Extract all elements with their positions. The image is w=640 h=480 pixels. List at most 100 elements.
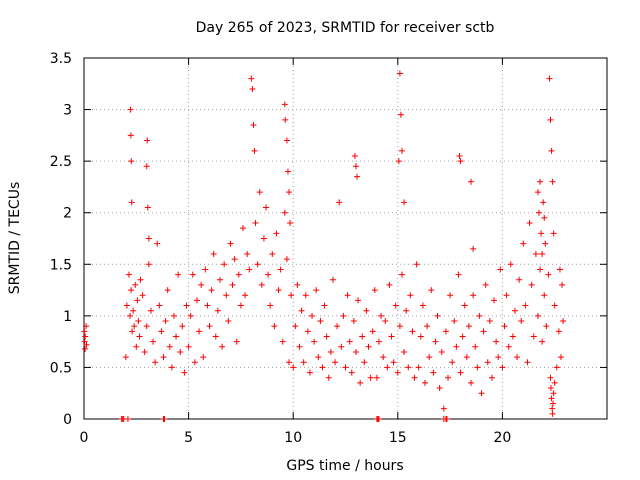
data-point bbox=[292, 323, 299, 330]
x-tick-label: 0 bbox=[80, 430, 89, 446]
data-point bbox=[290, 364, 297, 371]
data-point bbox=[128, 199, 135, 206]
data-point bbox=[189, 271, 196, 278]
data-point bbox=[235, 271, 242, 278]
chart-title: Day 265 of 2023, SRMTID for receiver sct… bbox=[196, 20, 495, 36]
data-point bbox=[470, 292, 477, 299]
data-point bbox=[139, 292, 146, 299]
data-point bbox=[539, 338, 546, 345]
data-point bbox=[482, 281, 489, 288]
data-point bbox=[134, 297, 141, 304]
data-point bbox=[378, 312, 385, 319]
data-point bbox=[135, 318, 142, 325]
data-point bbox=[549, 405, 556, 412]
data-point bbox=[463, 354, 470, 361]
data-point bbox=[219, 343, 226, 350]
y-tick-label: 3 bbox=[63, 103, 72, 119]
data-point bbox=[321, 302, 328, 309]
y-tick-label: 2.5 bbox=[50, 154, 72, 170]
data-point bbox=[82, 345, 89, 352]
data-point bbox=[242, 292, 249, 299]
data-point bbox=[447, 292, 454, 299]
data-point bbox=[263, 204, 270, 211]
data-point bbox=[555, 328, 562, 335]
data-point bbox=[428, 287, 435, 294]
data-point bbox=[499, 364, 506, 371]
data-point bbox=[505, 343, 512, 350]
y-tick-label: 0 bbox=[63, 412, 72, 428]
data-point bbox=[160, 354, 167, 361]
data-point bbox=[154, 240, 161, 247]
data-point bbox=[397, 111, 404, 118]
data-point bbox=[251, 147, 258, 154]
data-point bbox=[129, 328, 136, 335]
data-point bbox=[495, 354, 502, 361]
data-point bbox=[198, 281, 205, 288]
data-point bbox=[237, 302, 244, 309]
data-point bbox=[179, 323, 186, 330]
data-point bbox=[311, 338, 318, 345]
data-point bbox=[338, 343, 345, 350]
data-point bbox=[325, 374, 332, 381]
data-point bbox=[136, 333, 143, 340]
y-tick-label: 3.5 bbox=[50, 51, 72, 67]
data-point bbox=[476, 312, 483, 319]
data-point bbox=[445, 374, 452, 381]
data-point bbox=[156, 302, 163, 309]
data-point bbox=[524, 359, 531, 366]
data-point bbox=[281, 101, 288, 108]
data-point bbox=[260, 235, 267, 242]
data-point bbox=[248, 75, 255, 82]
data-point bbox=[432, 338, 439, 345]
x-tick-label: 15 bbox=[389, 430, 407, 446]
data-point bbox=[456, 152, 463, 159]
data-point bbox=[451, 318, 458, 325]
data-point bbox=[392, 302, 399, 309]
data-point bbox=[223, 292, 230, 299]
plot-frame bbox=[83, 57, 608, 420]
data-point bbox=[193, 297, 200, 304]
data-point bbox=[143, 163, 150, 170]
data-point bbox=[145, 261, 152, 268]
data-point bbox=[488, 374, 495, 381]
data-point bbox=[468, 379, 475, 386]
data-point bbox=[543, 323, 550, 330]
data-point bbox=[472, 343, 479, 350]
data-point bbox=[551, 302, 558, 309]
data-point bbox=[227, 240, 234, 247]
data-point bbox=[187, 312, 194, 319]
data-point bbox=[175, 271, 182, 278]
data-point bbox=[557, 354, 564, 361]
grid-layer bbox=[84, 58, 607, 419]
data-point bbox=[560, 318, 567, 325]
data-point bbox=[509, 333, 516, 340]
data-point bbox=[550, 230, 557, 237]
data-point bbox=[283, 256, 290, 263]
data-point bbox=[279, 338, 286, 345]
data-point bbox=[152, 359, 159, 366]
data-point bbox=[465, 323, 472, 330]
data-point bbox=[361, 359, 368, 366]
data-point bbox=[269, 250, 276, 257]
data-point bbox=[413, 261, 420, 268]
data-point bbox=[434, 312, 441, 319]
data-point bbox=[390, 359, 397, 366]
data-point bbox=[522, 302, 529, 309]
data-point bbox=[137, 276, 144, 283]
data-point bbox=[128, 287, 135, 294]
data-point bbox=[520, 240, 527, 247]
data-point bbox=[81, 338, 88, 345]
data-point bbox=[271, 323, 278, 330]
data-point bbox=[545, 271, 552, 278]
data-point bbox=[484, 359, 491, 366]
data-point bbox=[478, 390, 485, 397]
data-point bbox=[161, 416, 168, 422]
data-point bbox=[470, 245, 477, 252]
data-point bbox=[350, 318, 357, 325]
data-point bbox=[168, 364, 175, 371]
data-point bbox=[170, 312, 177, 319]
data-point bbox=[288, 292, 295, 299]
data-point bbox=[127, 312, 134, 319]
data-point bbox=[340, 312, 347, 319]
data-point bbox=[407, 292, 414, 299]
